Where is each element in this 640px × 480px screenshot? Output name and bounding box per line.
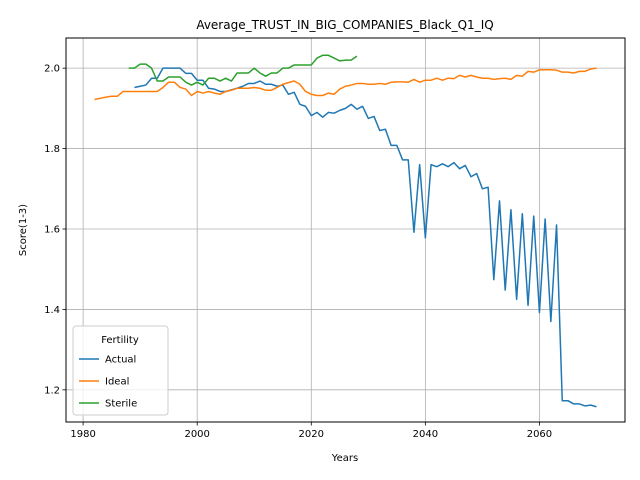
x-axis-ticks: 1980 2000 2020 2040 2060 bbox=[70, 422, 552, 440]
grid bbox=[66, 38, 625, 422]
x-axis-label: Years bbox=[331, 453, 358, 464]
y-tick-label: 1.6 bbox=[44, 224, 60, 235]
legend-entries: Actual Ideal Sterile bbox=[79, 355, 137, 410]
x-tick-label: 2040 bbox=[413, 429, 438, 440]
x-tick-label: 2020 bbox=[299, 429, 324, 440]
legend-label-ideal: Ideal bbox=[105, 377, 129, 388]
y-tick-label: 1.8 bbox=[44, 144, 60, 155]
x-tick-label: 2060 bbox=[527, 429, 552, 440]
series-lines bbox=[94, 54, 597, 408]
series-line-ideal bbox=[94, 67, 597, 101]
y-axis-label: Score(1-3) bbox=[18, 204, 29, 256]
plot-frame bbox=[65, 37, 626, 423]
legend-title: Fertility bbox=[101, 335, 139, 346]
legend: Fertility Actual Ideal Sterile bbox=[72, 325, 169, 416]
x-tick-label: 2000 bbox=[184, 429, 209, 440]
legend-label-actual: Actual bbox=[105, 355, 136, 366]
y-tick-label: 1.4 bbox=[44, 305, 60, 316]
y-axis-ticks: 1.2 1.4 1.6 1.8 2.0 bbox=[44, 64, 66, 396]
legend-frame bbox=[72, 325, 169, 416]
y-tick-label: 2.0 bbox=[44, 64, 60, 75]
series-line-sterile bbox=[128, 54, 358, 86]
chart-title: Average_TRUST_IN_BIG_COMPANIES_Black_Q1_… bbox=[196, 18, 493, 32]
y-tick-label: 1.2 bbox=[44, 385, 60, 396]
legend-label-sterile: Sterile bbox=[105, 399, 137, 410]
series-line-actual bbox=[134, 67, 597, 408]
x-tick-label: 1980 bbox=[70, 429, 95, 440]
